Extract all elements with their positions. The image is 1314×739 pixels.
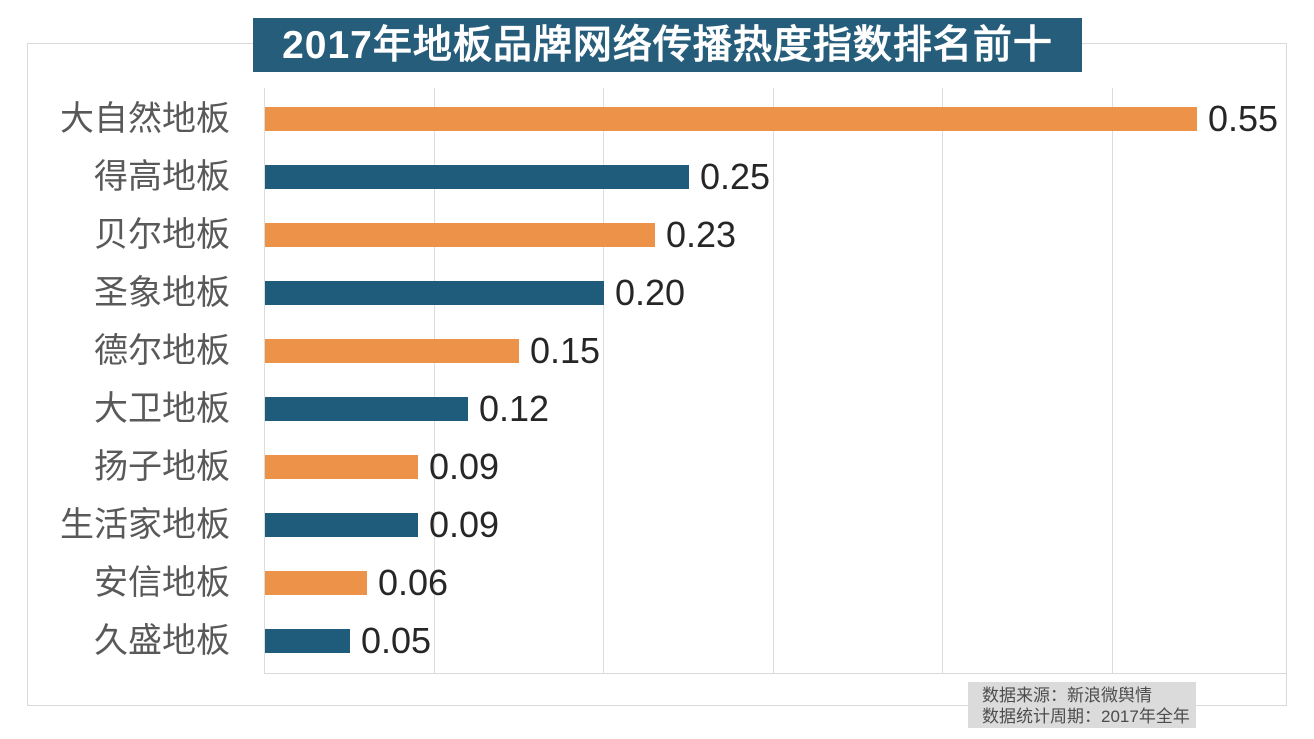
bar <box>265 629 350 653</box>
value-label: 0.55 <box>1208 98 1279 139</box>
source-note-box: 数据来源：新浪微舆情 数据统计周期：2017年全年 <box>968 682 1196 728</box>
category-label: 贝尔地板 <box>94 215 230 254</box>
bar <box>265 571 367 595</box>
vertical-gridline <box>942 88 943 673</box>
category-label: 德尔地板 <box>94 331 230 370</box>
value-label: 0.09 <box>429 446 500 487</box>
value-label: 0.15 <box>530 330 601 371</box>
bar <box>265 513 418 537</box>
vertical-gridline <box>434 88 435 673</box>
category-label: 安信地板 <box>94 564 230 603</box>
value-label: 0.05 <box>361 620 432 661</box>
source-line: 数据来源：新浪微舆情 <box>982 686 1152 705</box>
category-label: 大自然地板 <box>60 99 230 138</box>
category-label: 久盛地板 <box>94 622 230 661</box>
chart-title: 2017年地板品牌网络传播热度指数排名前十 <box>282 24 1053 67</box>
category-label: 得高地板 <box>94 157 230 196</box>
bar <box>265 165 689 189</box>
chart-title-banner: 2017年地板品牌网络传播热度指数排名前十 <box>253 18 1082 72</box>
value-label: 0.06 <box>378 562 449 603</box>
category-label: 扬子地板 <box>94 448 230 487</box>
vertical-gridline <box>603 88 604 673</box>
vertical-gridline <box>264 88 265 673</box>
value-label: 0.23 <box>666 214 737 255</box>
category-label: 圣象地板 <box>94 273 230 312</box>
category-label: 生活家地板 <box>60 506 230 545</box>
bar <box>265 339 519 363</box>
value-label: 0.25 <box>700 156 771 197</box>
period-line: 数据统计周期：2017年全年 <box>982 707 1190 726</box>
vertical-gridline <box>773 88 774 673</box>
value-label: 0.09 <box>429 504 500 545</box>
plot-border-frame <box>27 43 1287 706</box>
bar <box>265 397 468 421</box>
value-label: 0.20 <box>615 272 686 313</box>
x-axis-line <box>264 673 1287 674</box>
bar <box>265 223 655 247</box>
bar <box>265 107 1197 131</box>
vertical-gridline <box>1112 88 1113 673</box>
category-label: 大卫地板 <box>94 390 230 428</box>
bar <box>265 455 418 479</box>
bar <box>265 281 604 305</box>
value-label: 0.12 <box>479 388 550 429</box>
